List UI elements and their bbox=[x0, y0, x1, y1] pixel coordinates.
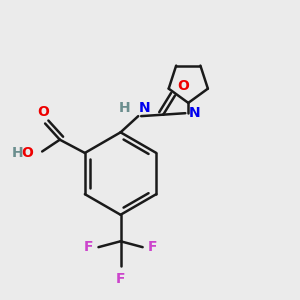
Text: F: F bbox=[84, 240, 93, 254]
Text: O: O bbox=[22, 146, 33, 160]
Text: O: O bbox=[177, 79, 189, 93]
Text: N: N bbox=[189, 106, 200, 120]
Text: F: F bbox=[148, 240, 158, 254]
Text: H: H bbox=[11, 146, 23, 160]
Text: O: O bbox=[38, 105, 50, 119]
Text: F: F bbox=[116, 272, 125, 286]
Text: H: H bbox=[119, 101, 130, 115]
Text: N: N bbox=[139, 101, 150, 115]
